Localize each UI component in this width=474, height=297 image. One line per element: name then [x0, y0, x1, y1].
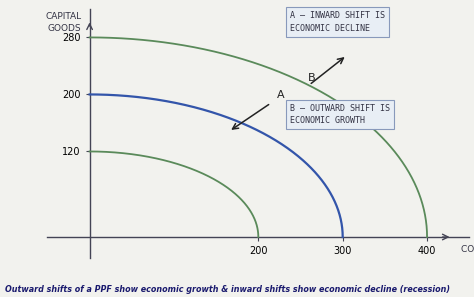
Text: CAPITAL
GOODS: CAPITAL GOODS	[45, 12, 81, 33]
Text: CONSUMER GOODS: CONSUMER GOODS	[461, 245, 474, 254]
Text: Outward shifts of a PPF show economic growth & inward shifts show economic decli: Outward shifts of a PPF show economic gr…	[5, 285, 450, 294]
Text: A: A	[277, 90, 284, 100]
Text: B – OUTWARD SHIFT IS
ECONOMIC GROWTH: B – OUTWARD SHIFT IS ECONOMIC GROWTH	[290, 104, 390, 125]
Text: B: B	[308, 73, 316, 83]
Text: A – INWARD SHIFT IS
ECONOMIC DECLINE: A – INWARD SHIFT IS ECONOMIC DECLINE	[290, 11, 385, 33]
